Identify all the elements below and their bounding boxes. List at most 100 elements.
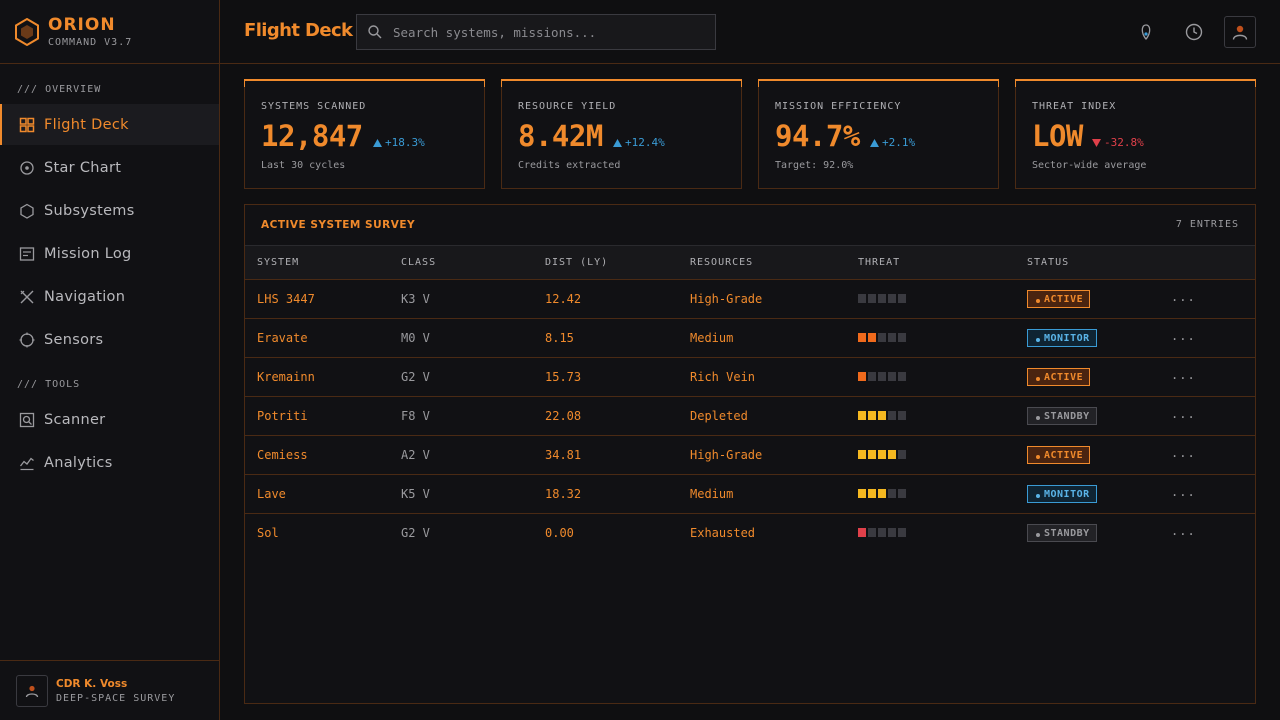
status-badge: STANDBY bbox=[1027, 407, 1097, 425]
threat-segment bbox=[868, 294, 876, 303]
threat-segment bbox=[888, 333, 896, 342]
log-icon bbox=[19, 246, 35, 262]
threat-segment bbox=[868, 489, 876, 498]
sidebar-item-analytics[interactable]: Analytics bbox=[0, 442, 219, 483]
table-row[interactable]: Cemiess A2 V 34.81 High-Grade ACTIVE... bbox=[245, 436, 1255, 475]
clock-icon bbox=[1185, 23, 1203, 41]
status-badge: MONITOR bbox=[1027, 329, 1097, 347]
section-label-overview: /// OVERVIEW bbox=[17, 84, 102, 95]
distance: 22.08 bbox=[545, 409, 582, 423]
sidebar-item-star-chart[interactable]: Star Chart bbox=[0, 147, 219, 188]
status-cell: MONITOR bbox=[1027, 329, 1097, 347]
distance: 0.00 bbox=[545, 526, 574, 540]
system-name[interactable]: LHS 3447 bbox=[257, 292, 315, 306]
column-header-threat[interactable]: THREAT bbox=[858, 257, 901, 268]
table-row[interactable]: Lave K5 V 18.32 Medium MONITOR... bbox=[245, 475, 1255, 514]
column-header-distance[interactable]: DIST (LY) bbox=[545, 257, 609, 268]
table-row[interactable]: LHS 3447 K3 V 12.42 High-Grade ACTIVE... bbox=[245, 280, 1255, 319]
entry-count: 7 ENTRIES bbox=[1175, 219, 1239, 230]
distance: 18.32 bbox=[545, 487, 582, 501]
row-more-button[interactable]: ... bbox=[1171, 407, 1196, 421]
sidebar-item-flight-deck[interactable]: Flight Deck bbox=[0, 104, 219, 145]
threat-segment bbox=[888, 450, 896, 459]
status-label: STANDBY bbox=[1044, 410, 1090, 422]
threat-segment bbox=[858, 528, 866, 537]
sidebar-item-mission-log[interactable]: Mission Log bbox=[0, 233, 219, 274]
threat-segment bbox=[878, 489, 886, 498]
system-name[interactable]: Eravate bbox=[257, 331, 308, 345]
table-row[interactable]: Sol G2 V 0.00 Exhausted STANDBY... bbox=[245, 514, 1255, 553]
triangle-down-icon bbox=[1092, 138, 1101, 147]
threat-meter bbox=[858, 411, 906, 420]
hexagon-icon bbox=[19, 203, 35, 219]
stat-sub: Sector-wide average bbox=[1032, 160, 1147, 171]
threat-segment bbox=[858, 294, 866, 303]
stat-label: MISSION EFFICIENCY bbox=[775, 101, 902, 112]
system-name[interactable]: Cemiess bbox=[257, 448, 308, 462]
user-profile[interactable]: CDR K. Voss DEEP-SPACE SURVEY bbox=[0, 660, 219, 720]
table-row[interactable]: Potriti F8 V 22.08 Depleted STANDBY... bbox=[245, 397, 1255, 436]
column-header-class[interactable]: CLASS bbox=[401, 257, 437, 268]
threat-segment bbox=[898, 333, 906, 342]
threat-segment bbox=[858, 489, 866, 498]
system-name[interactable]: Potriti bbox=[257, 409, 308, 423]
threat-segment bbox=[898, 411, 906, 420]
column-header-system[interactable]: SYSTEM bbox=[257, 257, 300, 268]
location-button[interactable] bbox=[1130, 16, 1162, 48]
triangle-up-icon bbox=[373, 138, 382, 147]
status-dot-icon bbox=[1036, 298, 1040, 303]
threat-segment bbox=[878, 411, 886, 420]
sidebar-item-label: Subsystems bbox=[44, 202, 135, 219]
sidebar-item-sensors[interactable]: Sensors bbox=[0, 319, 219, 360]
status-cell: ACTIVE bbox=[1027, 368, 1091, 386]
stat-delta: +12.4% bbox=[613, 136, 665, 149]
table-row[interactable]: Eravate M0 V 8.15 Medium MONITOR... bbox=[245, 319, 1255, 358]
sidebar-item-scanner[interactable]: Scanner bbox=[0, 399, 219, 440]
system-name[interactable]: Kremainn bbox=[257, 370, 315, 384]
page-title: Flight Deck bbox=[244, 20, 353, 41]
status-cell: STANDBY bbox=[1027, 407, 1097, 425]
triangle-up-icon bbox=[613, 138, 622, 147]
threat-segment bbox=[858, 372, 866, 381]
system-name[interactable]: Lave bbox=[257, 487, 286, 501]
status-dot-icon bbox=[1036, 376, 1040, 381]
scanner-icon bbox=[19, 412, 35, 428]
threat-segment bbox=[888, 489, 896, 498]
threat-segment bbox=[878, 528, 886, 537]
threat-segment bbox=[878, 333, 886, 342]
sidebar-item-label: Analytics bbox=[44, 454, 113, 471]
history-button[interactable] bbox=[1178, 16, 1210, 48]
user-name: CDR K. Voss bbox=[56, 677, 128, 690]
status-cell: ACTIVE bbox=[1027, 290, 1091, 308]
row-more-button[interactable]: ... bbox=[1171, 485, 1196, 499]
row-more-button[interactable]: ... bbox=[1171, 290, 1196, 304]
threat-segment bbox=[888, 372, 896, 381]
distance: 8.15 bbox=[545, 331, 574, 345]
sidebar-item-subsystems[interactable]: Subsystems bbox=[0, 190, 219, 231]
system-name[interactable]: Sol bbox=[257, 526, 279, 540]
threat-segment bbox=[868, 411, 876, 420]
row-more-button[interactable]: ... bbox=[1171, 524, 1196, 538]
analytics-icon bbox=[19, 455, 35, 471]
status-badge: ACTIVE bbox=[1027, 446, 1091, 464]
threat-segment bbox=[898, 294, 906, 303]
column-header-status[interactable]: STATUS bbox=[1027, 257, 1070, 268]
threat-segment bbox=[898, 372, 906, 381]
star-class: K5 V bbox=[401, 487, 430, 501]
row-more-button[interactable]: ... bbox=[1171, 368, 1196, 382]
status-badge: STANDBY bbox=[1027, 524, 1097, 542]
distance: 15.73 bbox=[545, 370, 582, 384]
column-header-resources[interactable]: RESOURCES bbox=[690, 257, 754, 268]
search-input[interactable] bbox=[393, 24, 693, 40]
sidebar-item-navigation[interactable]: Navigation bbox=[0, 276, 219, 317]
threat-segment bbox=[858, 411, 866, 420]
row-more-button[interactable]: ... bbox=[1171, 446, 1196, 460]
threat-meter bbox=[858, 450, 906, 459]
sidebar-item-label: Flight Deck bbox=[44, 116, 129, 133]
triangle-up-icon bbox=[870, 138, 879, 147]
stat-delta-value: -32.8% bbox=[1104, 136, 1144, 149]
search-box[interactable] bbox=[356, 14, 716, 50]
table-row[interactable]: Kremainn G2 V 15.73 Rich Vein ACTIVE... bbox=[245, 358, 1255, 397]
row-more-button[interactable]: ... bbox=[1171, 329, 1196, 343]
profile-button[interactable] bbox=[1224, 16, 1256, 48]
